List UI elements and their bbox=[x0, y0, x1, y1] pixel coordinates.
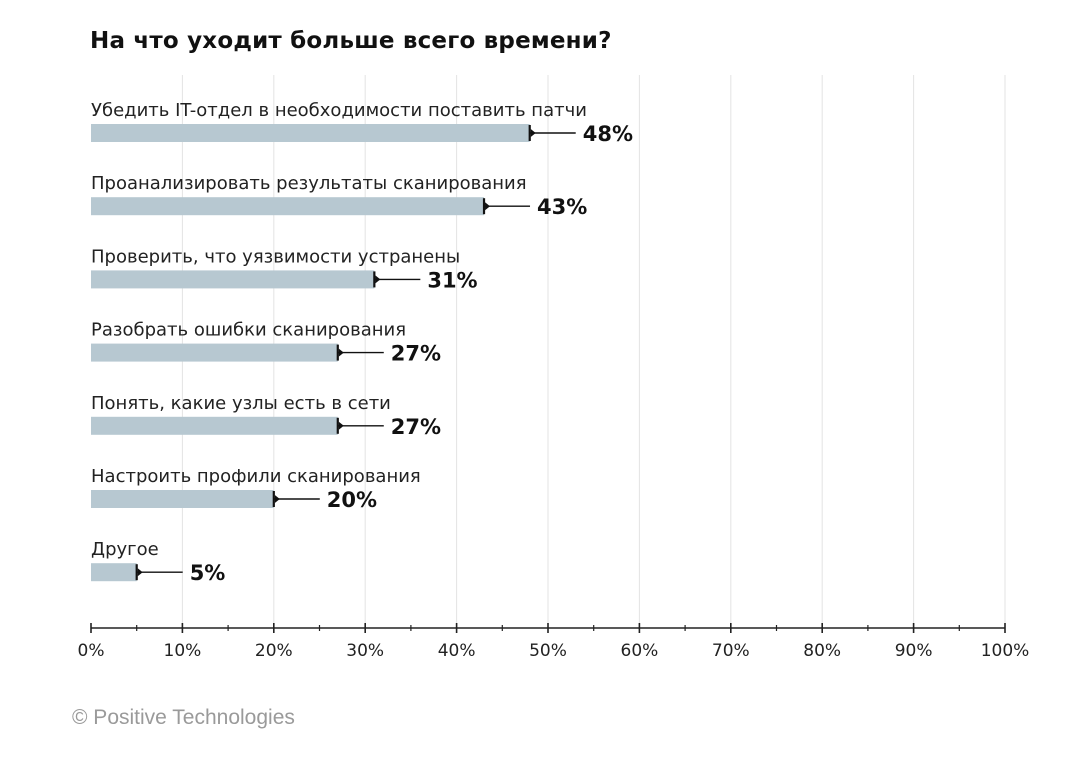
bar bbox=[91, 563, 137, 582]
x-tick-label: 70% bbox=[712, 641, 750, 661]
bar bbox=[91, 124, 530, 142]
category-label: Другое bbox=[91, 539, 159, 560]
bar bbox=[91, 416, 338, 435]
x-tick-label: 100% bbox=[981, 641, 1030, 661]
x-tick-label: 10% bbox=[164, 641, 202, 661]
value-label: 27% bbox=[391, 342, 441, 366]
chart-title: На что уходит больше всего времени? bbox=[90, 28, 612, 54]
bar-chart: Убедить IT-отдел в необходимости постави… bbox=[78, 75, 1030, 661]
x-tick-label: 30% bbox=[346, 641, 384, 661]
category-label: Разобрать ошибки сканирования bbox=[91, 320, 406, 341]
category-label: Настроить профили сканирования bbox=[91, 466, 421, 487]
bar bbox=[91, 197, 485, 216]
category-label: Убедить IT-отдел в необходимости постави… bbox=[91, 100, 587, 121]
x-tick-label: 40% bbox=[438, 641, 476, 661]
bars: Убедить IT-отдел в необходимости постави… bbox=[91, 100, 633, 585]
value-label: 48% bbox=[583, 122, 633, 146]
category-label: Проанализировать результаты сканирования bbox=[91, 173, 527, 194]
x-tick-label: 60% bbox=[621, 641, 659, 661]
x-tick-label: 0% bbox=[78, 641, 105, 661]
category-label: Проверить, что уязвимости устранены bbox=[91, 246, 460, 267]
value-label: 31% bbox=[427, 268, 477, 292]
category-label: Понять, какие узлы есть в сети bbox=[91, 393, 391, 414]
x-tick-label: 50% bbox=[529, 641, 567, 661]
bar bbox=[91, 490, 274, 508]
x-tick-label: 80% bbox=[803, 641, 841, 661]
bar bbox=[91, 270, 375, 289]
value-label: 5% bbox=[190, 561, 226, 585]
value-label: 43% bbox=[537, 195, 587, 219]
bar bbox=[91, 343, 338, 362]
copyright-text: © Positive Technologies bbox=[72, 706, 295, 729]
x-axis: 0% 10% 20% 30% 40% 50% 60% 70% 80% 90% 100% bbox=[78, 623, 1030, 661]
value-label: 27% bbox=[391, 415, 441, 439]
x-tick-label: 90% bbox=[895, 641, 933, 661]
x-tick-label: 20% bbox=[255, 641, 293, 661]
value-label: 20% bbox=[327, 488, 377, 512]
